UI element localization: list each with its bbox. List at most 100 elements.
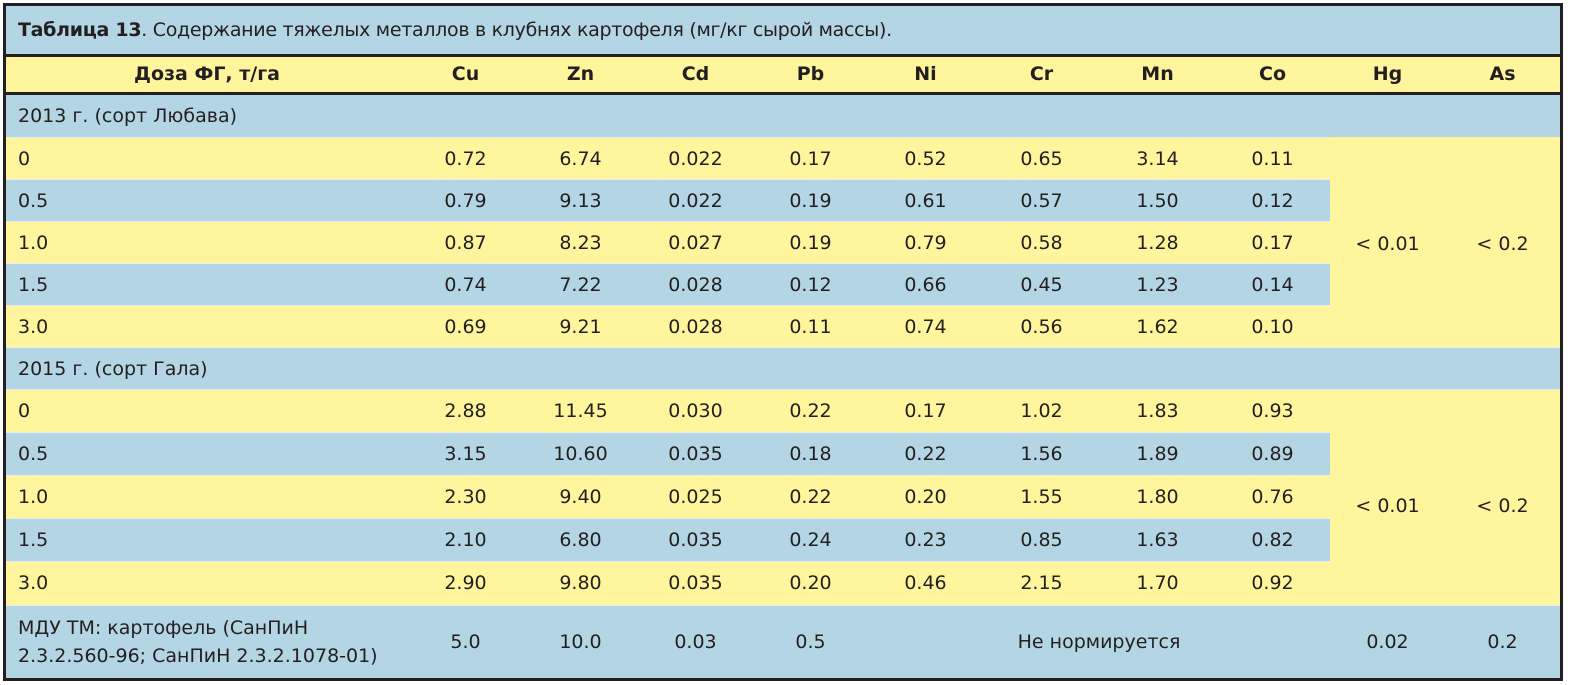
mdu-label-line2: 2.3.2.560-96; СанПиН 2.3.2.1078-01) <box>18 645 378 667</box>
mdu-not-regulated-cell: Не нормируется <box>1017 631 1181 653</box>
co-cell: 0.89 <box>1251 443 1294 465</box>
cr-cell: 0.65 <box>1020 148 1063 170</box>
co-cell: 0.92 <box>1251 572 1294 594</box>
merged-hg-as-2013: < 0.01 < 0.2 <box>1330 137 1560 347</box>
heavy-metals-table: Таблица 13. Содержание тяжелых металлов … <box>3 3 1563 681</box>
cr-cell: 0.58 <box>1020 232 1063 254</box>
mn-cell: 1.50 <box>1136 190 1179 212</box>
table-row: 1.5 2.10 6.80 0.035 0.24 0.23 0.85 1.63 … <box>6 518 1330 561</box>
mdu-cd-cell: 0.03 <box>674 631 717 653</box>
cd-cell: 0.025 <box>668 486 723 508</box>
cu-cell: 2.30 <box>444 486 487 508</box>
col-header-cd: Cd <box>681 63 710 85</box>
col-header-hg: Hg <box>1372 63 1403 85</box>
pb-cell: 0.22 <box>789 486 832 508</box>
zn-cell: 11.45 <box>553 400 608 422</box>
cu-cell: 2.88 <box>444 400 487 422</box>
table-row: 1.0 0.87 8.23 0.027 0.19 0.79 0.58 1.28 … <box>6 221 1560 263</box>
ni-cell: 0.22 <box>904 443 947 465</box>
cu-cell: 2.10 <box>444 529 487 551</box>
table-title: . Содержание тяжелых металлов в клубнях … <box>141 19 892 41</box>
pb-cell: 0.22 <box>789 400 832 422</box>
mdu-hg-cell: 0.02 <box>1366 631 1409 653</box>
cr-cell: 0.56 <box>1020 316 1063 338</box>
ni-cell: 0.52 <box>904 148 947 170</box>
col-header-as: As <box>1489 63 1516 85</box>
pb-cell: 0.19 <box>789 190 832 212</box>
dose-cell: 3.0 <box>18 316 49 338</box>
dose-cell: 0.5 <box>18 443 49 465</box>
mn-cell: 1.80 <box>1136 486 1179 508</box>
merged-hg-as-2015: < 0.01 < 0.2 <box>1330 390 1560 605</box>
header-row: Доза ФГ, т/га Cu Zn Cd Pb Ni Cr Mn Co Hg… <box>6 54 1560 95</box>
mdu-label-line1: МДУ ТМ: картофель (СанПиН <box>18 617 309 639</box>
col-header-ni: Ni <box>914 63 937 85</box>
cr-cell: 0.85 <box>1020 529 1063 551</box>
cd-cell: 0.022 <box>668 190 723 212</box>
table-row: 3.0 0.69 9.21 0.028 0.11 0.74 0.56 1.62 … <box>6 305 1560 347</box>
co-cell: 0.11 <box>1251 148 1294 170</box>
cu-cell: 0.72 <box>444 148 487 170</box>
col-header-pb: Pb <box>796 63 825 85</box>
zn-cell: 10.60 <box>553 443 608 465</box>
table-row: 0.5 0.79 9.13 0.022 0.19 0.61 0.57 1.50 … <box>6 179 1330 221</box>
zn-cell: 6.74 <box>559 148 602 170</box>
mdu-label: МДУ ТМ: картофель (СанПиН 2.3.2.560-96; … <box>18 614 378 670</box>
hg-cell: < 0.01 <box>1355 233 1420 255</box>
dose-cell: 1.5 <box>18 529 49 551</box>
zn-cell: 8.23 <box>559 232 602 254</box>
cr-cell: 1.56 <box>1020 443 1063 465</box>
zn-cell: 7.22 <box>559 274 602 296</box>
co-cell: 0.82 <box>1251 529 1294 551</box>
mn-cell: 1.28 <box>1136 232 1179 254</box>
hg-cell: < 0.01 <box>1355 495 1420 517</box>
pb-cell: 0.24 <box>789 529 832 551</box>
cd-cell: 0.030 <box>668 400 723 422</box>
co-cell: 0.17 <box>1251 232 1294 254</box>
mdu-zn-cell: 10.0 <box>559 631 602 653</box>
co-cell: 0.93 <box>1251 400 1294 422</box>
ni-cell: 0.17 <box>904 400 947 422</box>
mdu-as-cell: 0.2 <box>1487 631 1518 653</box>
group-row-2015: 2015 г. (сорт Гала) <box>6 347 1560 389</box>
zn-cell: 9.13 <box>559 190 602 212</box>
cd-cell: 0.035 <box>668 572 723 594</box>
co-cell: 0.14 <box>1251 274 1294 296</box>
table-row: 1.0 2.30 9.40 0.025 0.22 0.20 1.55 1.80 … <box>6 475 1560 518</box>
pb-cell: 0.12 <box>789 274 832 296</box>
dose-cell: 1.0 <box>18 232 49 254</box>
table-row: 0.5 3.15 10.60 0.035 0.18 0.22 1.56 1.89… <box>6 432 1330 475</box>
group-label: 2015 г. (сорт Гала) <box>18 358 208 380</box>
ni-cell: 0.23 <box>904 529 947 551</box>
cr-cell: 0.57 <box>1020 190 1063 212</box>
group-label: 2013 г. (сорт Любава) <box>18 105 238 127</box>
co-cell: 0.76 <box>1251 486 1294 508</box>
mn-cell: 1.89 <box>1136 443 1179 465</box>
col-header-cu: Cu <box>451 63 480 85</box>
dose-cell: 0 <box>18 148 31 170</box>
mdu-cu-cell: 5.0 <box>450 631 481 653</box>
cu-cell: 0.79 <box>444 190 487 212</box>
mn-cell: 1.63 <box>1136 529 1179 551</box>
cr-cell: 2.15 <box>1020 572 1063 594</box>
table-row: 0 0.72 6.74 0.022 0.17 0.52 0.65 3.14 0.… <box>6 137 1560 179</box>
ni-cell: 0.74 <box>904 316 947 338</box>
ni-cell: 0.20 <box>904 486 947 508</box>
cd-cell: 0.022 <box>668 148 723 170</box>
col-header-mn: Mn <box>1141 63 1174 85</box>
col-header-co: Co <box>1259 63 1286 85</box>
mn-cell: 1.83 <box>1136 400 1179 422</box>
cr-cell: 0.45 <box>1020 274 1063 296</box>
dose-cell: 0.5 <box>18 190 49 212</box>
table-row: 3.0 2.90 9.80 0.035 0.20 0.46 2.15 1.70 … <box>6 561 1560 605</box>
mn-cell: 1.70 <box>1136 572 1179 594</box>
cd-cell: 0.028 <box>668 274 723 296</box>
cu-cell: 2.90 <box>444 572 487 594</box>
cu-cell: 0.74 <box>444 274 487 296</box>
cd-cell: 0.035 <box>668 529 723 551</box>
cd-cell: 0.035 <box>668 443 723 465</box>
co-cell: 0.12 <box>1251 190 1294 212</box>
pb-cell: 0.17 <box>789 148 832 170</box>
mdu-row: МДУ ТМ: картофель (СанПиН 2.3.2.560-96; … <box>6 605 1560 678</box>
cu-cell: 3.15 <box>444 443 487 465</box>
